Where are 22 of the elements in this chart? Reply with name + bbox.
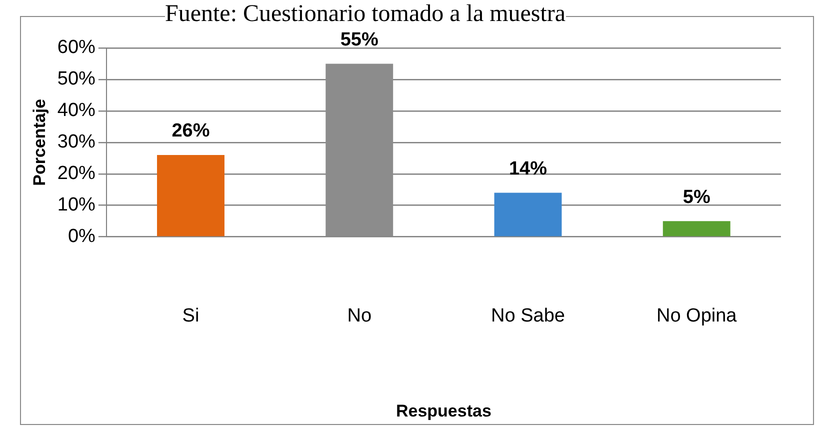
y-tick-label: 20% — [57, 163, 96, 184]
x-tick-label: Si — [182, 305, 200, 326]
bar — [494, 192, 562, 236]
x-tick-label: No — [347, 305, 372, 326]
x-tick-label: No Sabe — [491, 305, 565, 326]
y-tick-label: 0% — [68, 226, 96, 248]
y-tick-label: 10% — [57, 194, 96, 216]
y-tick-label: 40% — [57, 100, 96, 122]
y-tick-label: 60% — [57, 37, 96, 58]
bar — [157, 154, 224, 236]
data-label: 5% — [682, 186, 710, 208]
bar — [662, 221, 730, 236]
data-label: 55% — [340, 29, 378, 50]
x-axis-title: Respuestas — [396, 401, 492, 420]
data-label: 26% — [172, 120, 210, 142]
y-tick-label: 30% — [57, 132, 96, 153]
y-axis-title: Porcentaje — [30, 98, 49, 186]
data-label: 14% — [508, 158, 548, 180]
y-tick-label: 50% — [57, 68, 96, 90]
bar — [326, 64, 394, 236]
source-note: Fuente: Cuestionario tomado a la muestra — [165, 1, 566, 27]
x-tick-label: No Opina — [656, 305, 738, 326]
